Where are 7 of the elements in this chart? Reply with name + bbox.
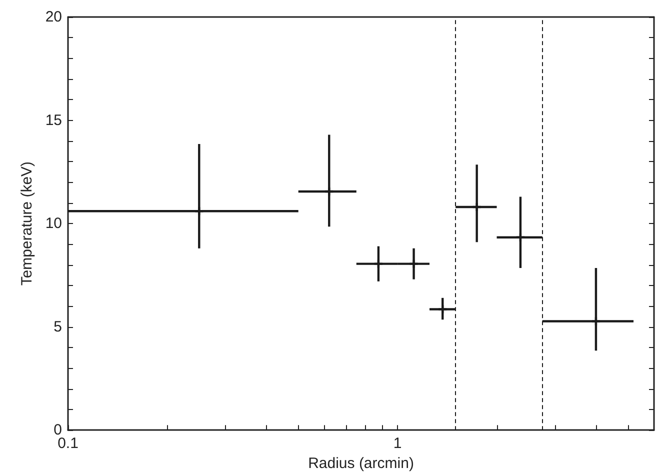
- y-axis-title: Temperature (keV): [18, 161, 36, 286]
- y-tick-label: 15: [45, 112, 62, 129]
- x-axis-title: Radius (arcmin): [308, 455, 414, 472]
- y-tick-label: 20: [45, 8, 62, 26]
- y-tick-label: 5: [54, 318, 62, 336]
- y-tick-label: 10: [45, 215, 62, 232]
- x-tick-label: 1: [393, 435, 402, 452]
